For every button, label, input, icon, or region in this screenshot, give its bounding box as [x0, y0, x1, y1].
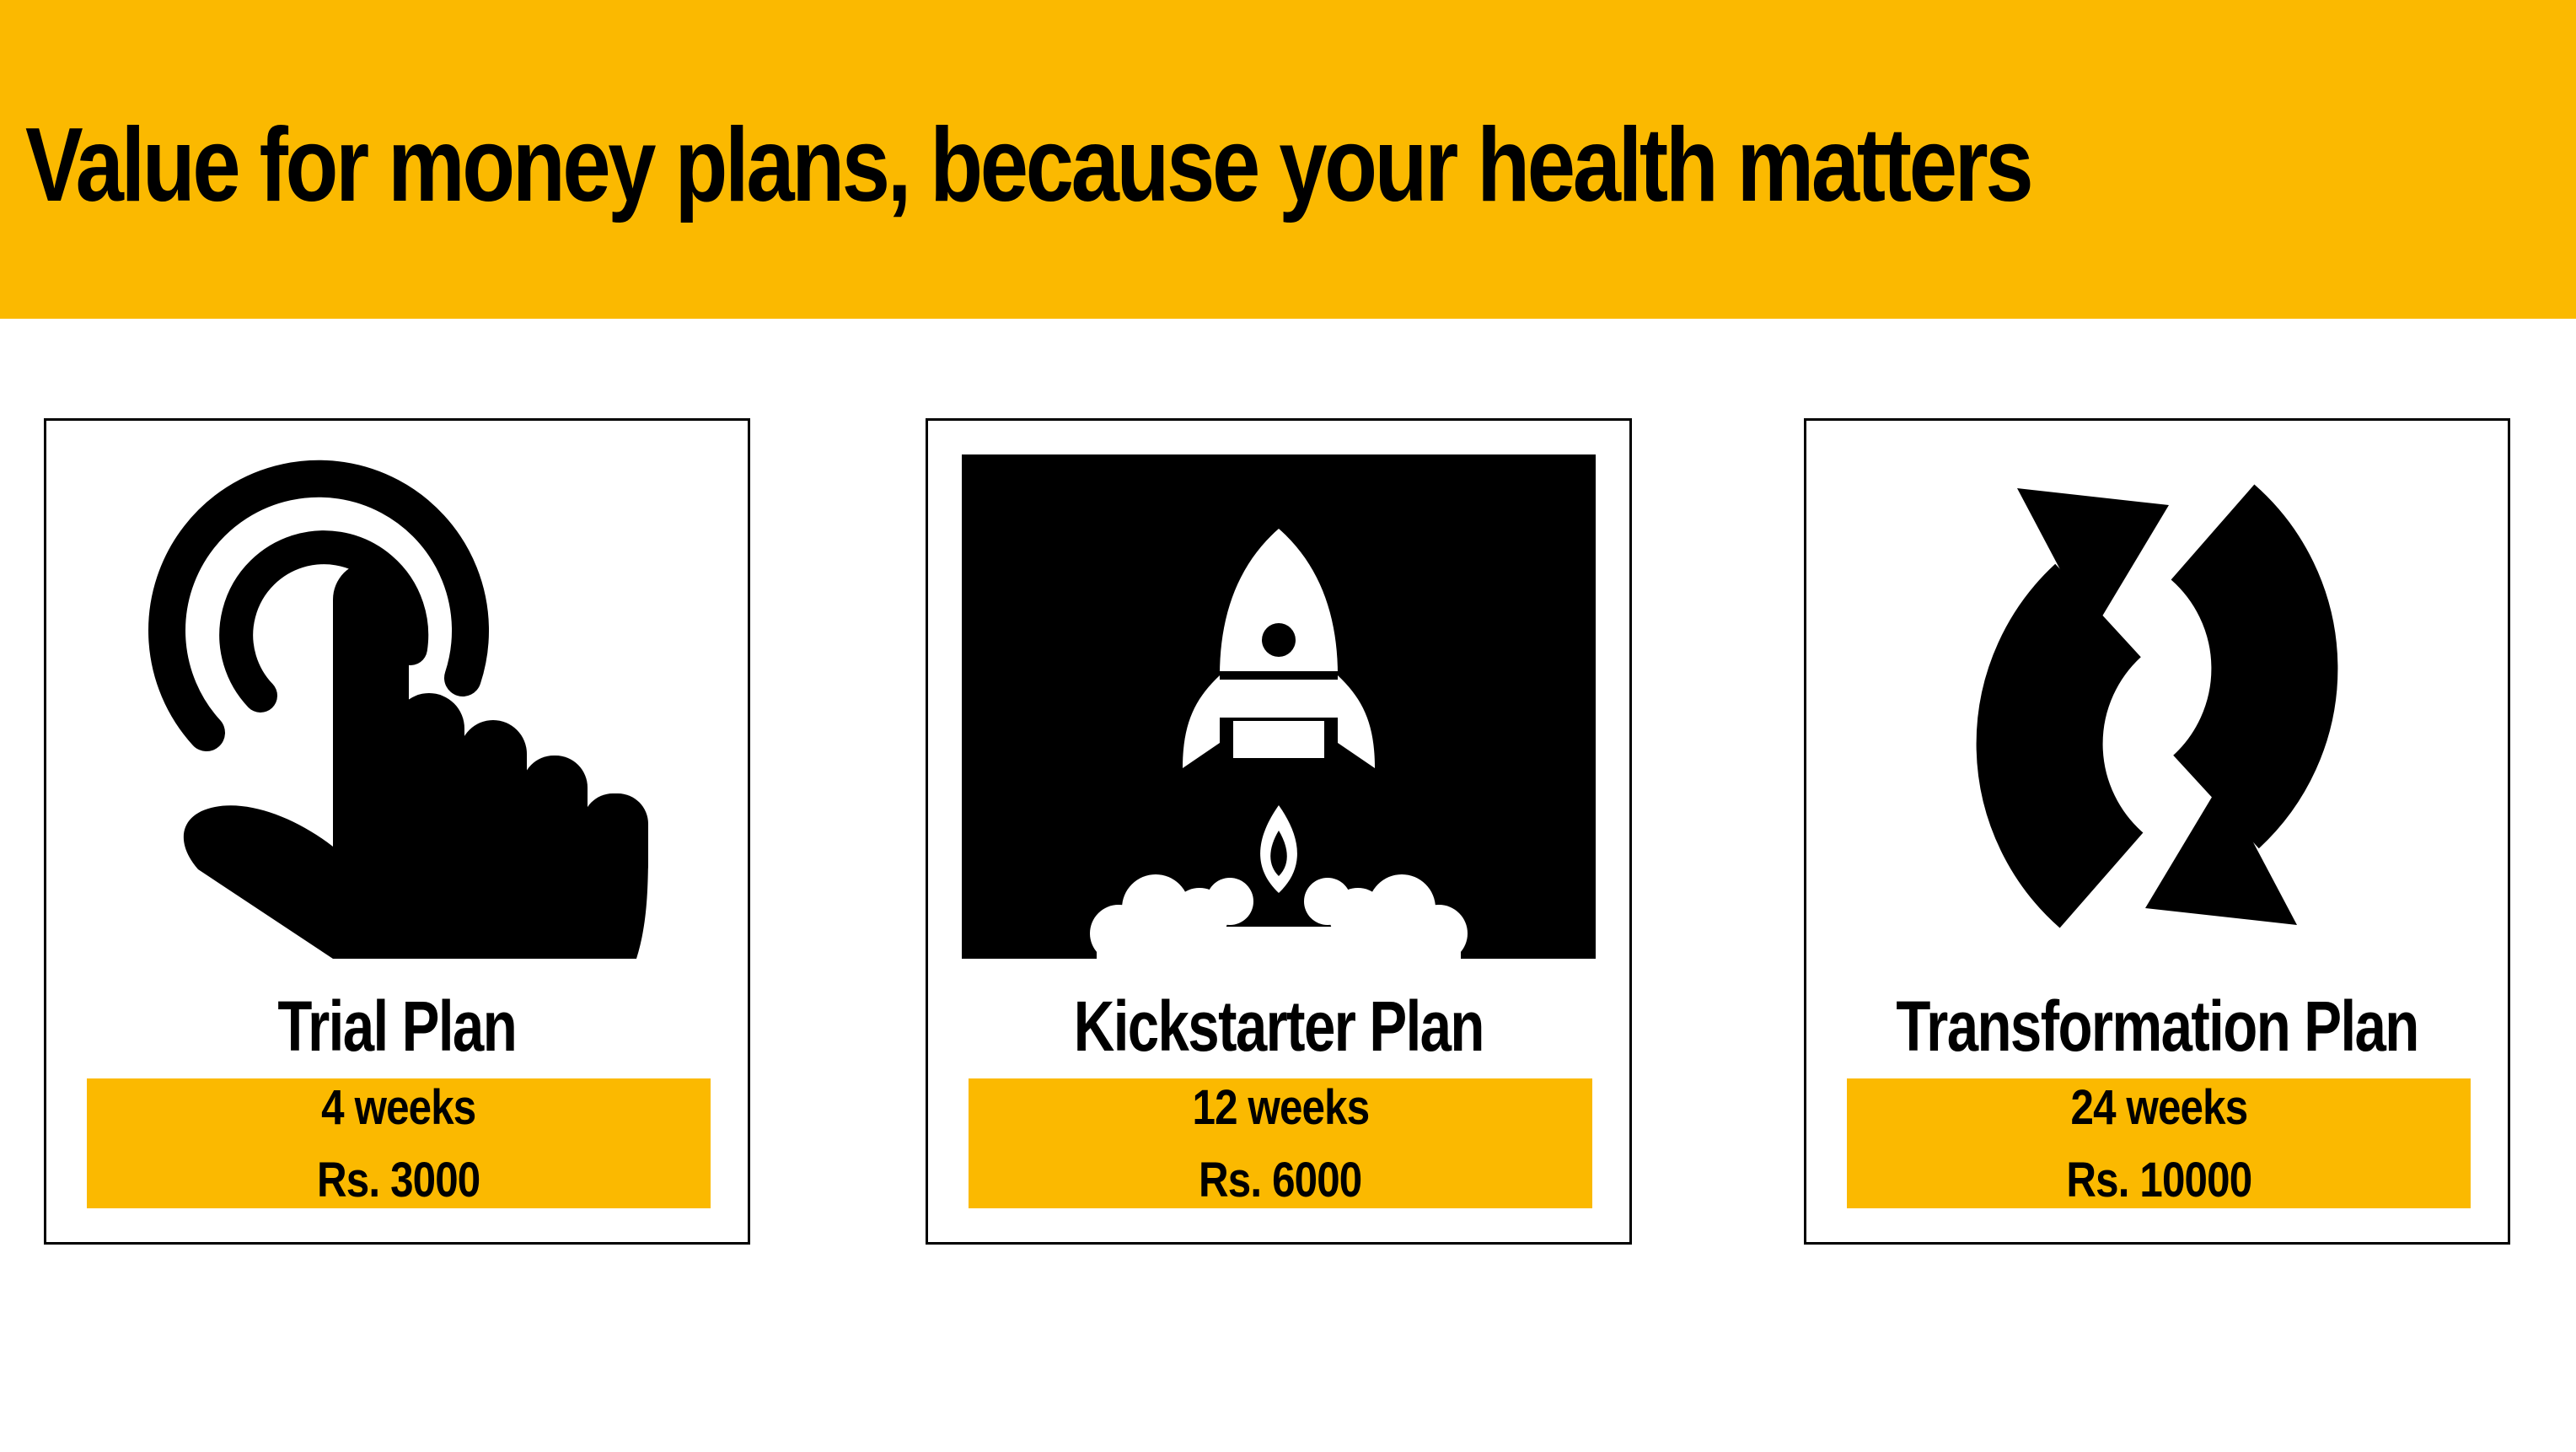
plan-title: Trial Plan	[277, 987, 518, 1066]
plan-price: Rs. 6000	[1199, 1153, 1362, 1207]
page-title: Value for money plans, because your heal…	[25, 107, 2034, 223]
rocket-launch-icon	[962, 454, 1596, 959]
plan-price: Rs. 3000	[317, 1153, 480, 1207]
plan-title: Transformation Plan	[1896, 987, 2419, 1066]
plan-duration: 4 weeks	[321, 1080, 476, 1135]
plan-details: 12 weeks Rs. 6000	[969, 1078, 1592, 1208]
plan-details: 4 weeks Rs. 3000	[87, 1078, 711, 1208]
plan-price: Rs. 10000	[2066, 1153, 2252, 1207]
plan-title: Kickstarter Plan	[1073, 987, 1485, 1066]
plan-card-kickstarter[interactable]: Kickstarter Plan 12 weeks Rs. 6000	[926, 418, 1632, 1245]
refresh-cycle-icon	[1840, 454, 2474, 959]
header-banner: Value for money plans, because your heal…	[0, 0, 2576, 319]
plan-card-transformation[interactable]: Transformation Plan 24 weeks Rs. 10000	[1804, 418, 2510, 1245]
plan-duration: 24 weeks	[2070, 1080, 2248, 1135]
plan-duration: 12 weeks	[1192, 1080, 1370, 1135]
tap-finger-icon	[80, 454, 714, 959]
plan-details: 24 weeks Rs. 10000	[1847, 1078, 2471, 1208]
plan-card-trial[interactable]: Trial Plan 4 weeks Rs. 3000	[44, 418, 750, 1245]
